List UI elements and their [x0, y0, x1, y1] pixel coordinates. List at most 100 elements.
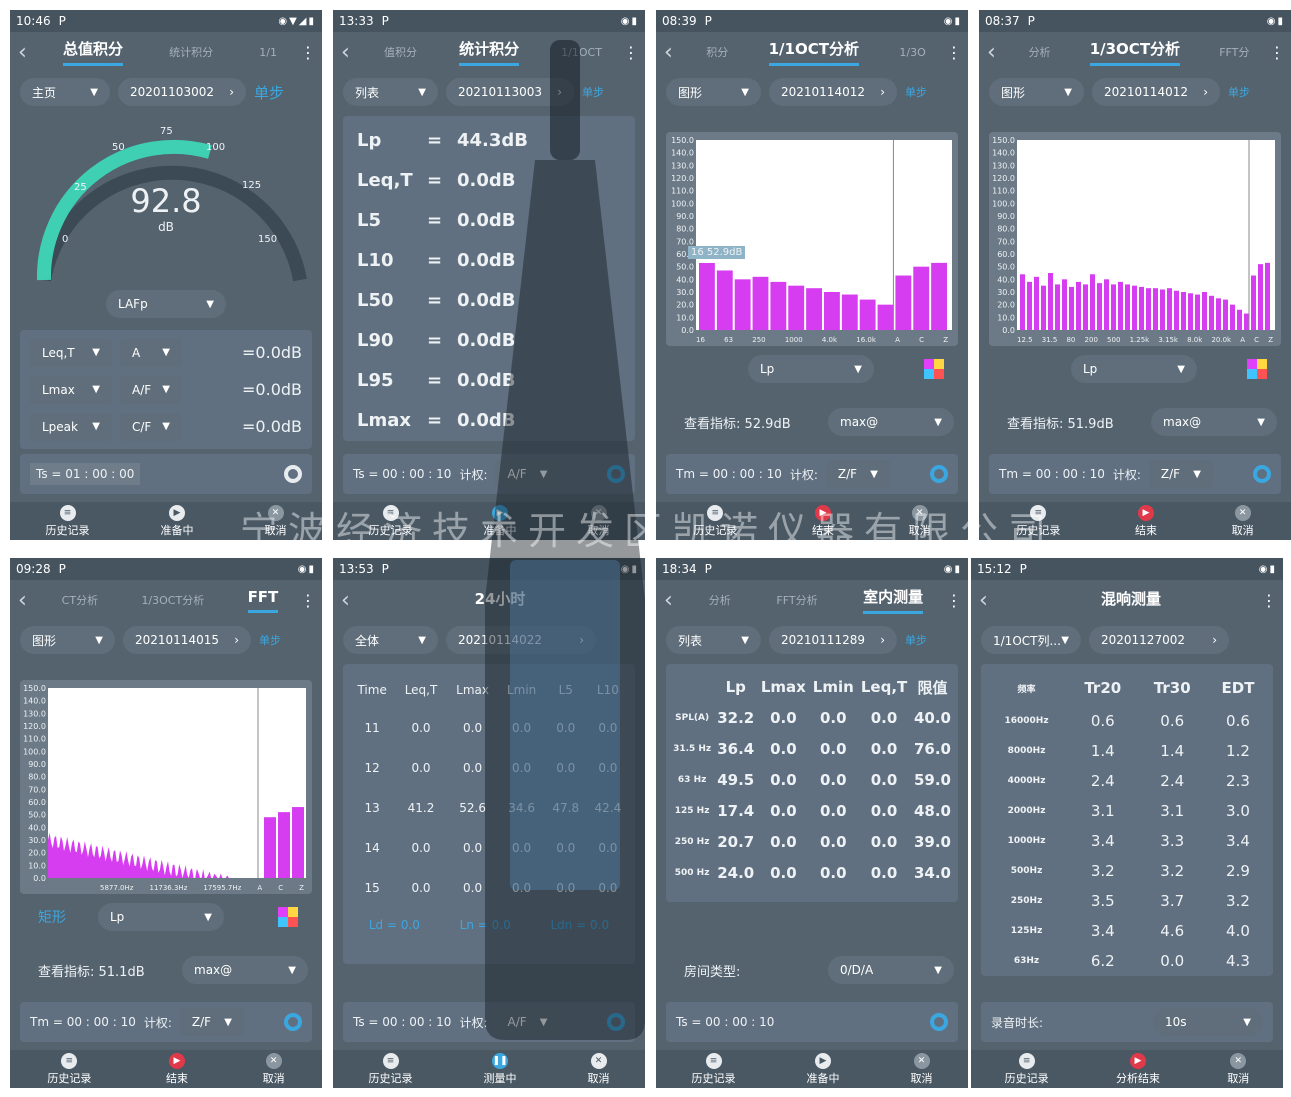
ready-button[interactable]: ▶ 准备中 [484, 504, 517, 538]
weight-select[interactable]: LAFp ▼ [106, 290, 226, 318]
mode-select[interactable]: 图形 ▼ [989, 78, 1084, 106]
file-select[interactable]: 20210114022 › [446, 626, 596, 654]
color-palette-icon[interactable] [924, 359, 944, 379]
ready-button[interactable]: ▶ 准备中 [807, 1052, 840, 1086]
weight-select[interactable]: A/F ▼ [495, 460, 560, 488]
mode-select[interactable]: 列表 ▼ [343, 78, 438, 106]
indicator-select[interactable]: Lp ▼ [1071, 355, 1197, 383]
weight-small-select[interactable]: C/F ▼ [120, 412, 182, 441]
history-button[interactable]: ≡ 历史记录 [47, 1052, 91, 1086]
more-icon[interactable]: ⋮ [946, 42, 962, 62]
history-button[interactable]: ≡ 历史记录 [1005, 1052, 1049, 1086]
param-select[interactable]: Lmax ▼ [30, 375, 112, 404]
tab-fft[interactable]: FFT分析 [776, 594, 818, 607]
tab-stat[interactable]: 统计积分 [459, 38, 520, 66]
step-button[interactable]: 单步 [905, 86, 927, 99]
gear-icon[interactable] [930, 465, 948, 483]
file-select[interactable]: 20210111289 › [769, 626, 897, 654]
back-icon[interactable]: ‹ [664, 39, 673, 65]
mode-select[interactable]: 1/1OCT列... ▼ [981, 626, 1081, 654]
timer-value[interactable]: Ts = 00 : 00 : 10 [676, 1015, 775, 1029]
file-select[interactable]: 20210114012 › [1092, 78, 1220, 106]
rect-window-button[interactable]: 矩形 [38, 910, 66, 926]
history-button[interactable]: ≡ 历史记录 [1016, 504, 1060, 538]
history-button[interactable]: ≡ 历史记录 [693, 504, 737, 538]
stop-button[interactable]: ▶ 结束 [1135, 504, 1157, 538]
mode-select[interactable]: 图形 ▼ [666, 78, 761, 106]
gear-icon[interactable] [930, 1013, 948, 1031]
back-icon[interactable]: ‹ [341, 39, 350, 65]
tab-analysis[interactable]: 分析 [1028, 46, 1051, 59]
cancel-button[interactable]: ✕ 取消 [263, 1052, 285, 1086]
file-select[interactable]: 20210114012 › [769, 78, 897, 106]
max-select[interactable]: max@ ▼ [1151, 408, 1277, 436]
file-select[interactable]: 20201103002 › [118, 78, 246, 106]
step-button[interactable]: 单步 [1228, 86, 1250, 99]
tab-indoor[interactable]: 室内测量 [863, 586, 924, 614]
tab-third-oct[interactable]: 1/3OCT分析 [1089, 38, 1181, 66]
tab-third-oct[interactable]: 1/3O [899, 45, 926, 59]
back-icon[interactable]: ‹ [979, 587, 988, 613]
mode-select[interactable]: 图形 ▼ [20, 626, 115, 654]
timer-value[interactable]: Ts = 00 : 00 : 10 [353, 467, 452, 481]
timer-value[interactable]: Tm = 00 : 00 : 10 [30, 1015, 136, 1029]
file-select[interactable]: 20201127002 › [1089, 626, 1229, 654]
mode-select[interactable]: 全体 ▼ [343, 626, 438, 654]
back-icon[interactable]: ‹ [664, 587, 673, 613]
cancel-button[interactable]: ✕ 取消 [1227, 1052, 1249, 1086]
color-palette-icon[interactable] [1247, 359, 1267, 379]
ready-button[interactable]: ▶ 准备中 [161, 504, 194, 538]
gear-icon[interactable] [284, 465, 302, 483]
more-icon[interactable]: ⋮ [1261, 590, 1277, 610]
tab-oct[interactable]: 1/1OCT [561, 45, 602, 59]
weight-small-select[interactable]: A ▼ [120, 338, 182, 367]
timer-value[interactable]: Ts = 01 : 00 : 00 [30, 463, 141, 485]
gear-icon[interactable] [284, 1013, 302, 1031]
timer-value[interactable]: Tm = 00 : 00 : 10 [999, 467, 1105, 481]
indicator-select[interactable]: Lp ▼ [98, 903, 224, 931]
max-select[interactable]: max@ ▼ [182, 956, 308, 984]
tab-fft[interactable]: FFT分 [1219, 46, 1250, 59]
cancel-button[interactable]: ✕ 取消 [265, 504, 287, 538]
record-select[interactable]: 10s ▼ [1153, 1008, 1263, 1036]
room-type-select[interactable]: 0/D/A ▼ [828, 956, 954, 984]
tab-integral[interactable]: 积分 [706, 46, 729, 59]
timer-value[interactable]: Ts = 00 : 00 : 10 [353, 1015, 452, 1029]
tab-stat[interactable]: 统计积分 [169, 46, 214, 59]
tab-oct[interactable]: 1/1 [259, 45, 277, 59]
stop-button[interactable]: ▶ 结束 [166, 1052, 188, 1086]
tab-third-oct[interactable]: 1/3OCT分析 [141, 594, 205, 607]
param-select[interactable]: Leq,T ▼ [30, 338, 112, 367]
cancel-button[interactable]: ✕ 取消 [911, 1052, 933, 1086]
mode-select[interactable]: 主页 ▼ [20, 78, 110, 106]
mode-select[interactable]: 列表 ▼ [666, 626, 761, 654]
indicator-select[interactable]: Lp ▼ [748, 355, 874, 383]
weight-select[interactable]: Z/F ▼ [825, 460, 890, 488]
weight-select[interactable]: Z/F ▼ [179, 1008, 244, 1036]
tab-total[interactable]: 总值积分 [63, 38, 124, 66]
back-icon[interactable]: ‹ [987, 39, 996, 65]
timer-value[interactable]: Tm = 00 : 00 : 10 [676, 467, 782, 481]
cancel-button[interactable]: ✕ 取消 [588, 504, 610, 538]
history-button[interactable]: ≡ 历史记录 [692, 1052, 736, 1086]
tab-analysis[interactable]: 分析 [708, 594, 731, 607]
tab-total[interactable]: 值积分 [384, 46, 418, 59]
gear-icon[interactable] [607, 465, 625, 483]
tab-oct[interactable]: CT分析 [61, 594, 99, 607]
step-button[interactable]: 单步 [905, 634, 927, 647]
more-icon[interactable]: ⋮ [300, 42, 316, 62]
param-select[interactable]: Lpeak ▼ [30, 412, 112, 441]
history-button[interactable]: ≡ 历史记录 [46, 504, 90, 538]
gear-icon[interactable] [607, 1013, 625, 1031]
file-select[interactable]: 20210114015 › [123, 626, 251, 654]
max-select[interactable]: max@ ▼ [828, 408, 954, 436]
tab-fft[interactable]: FFT [247, 588, 279, 613]
more-icon[interactable]: ⋮ [946, 590, 962, 610]
measuring-button[interactable]: ❚❚ 测量中 [484, 1052, 517, 1086]
history-button[interactable]: ≡ 历史记录 [369, 504, 413, 538]
step-button[interactable]: 单步 [254, 83, 285, 102]
back-icon[interactable]: ‹ [341, 587, 350, 613]
step-button[interactable]: 单步 [582, 86, 604, 99]
step-button[interactable]: 单步 [259, 634, 281, 647]
weight-select[interactable]: Z/F ▼ [1148, 460, 1213, 488]
